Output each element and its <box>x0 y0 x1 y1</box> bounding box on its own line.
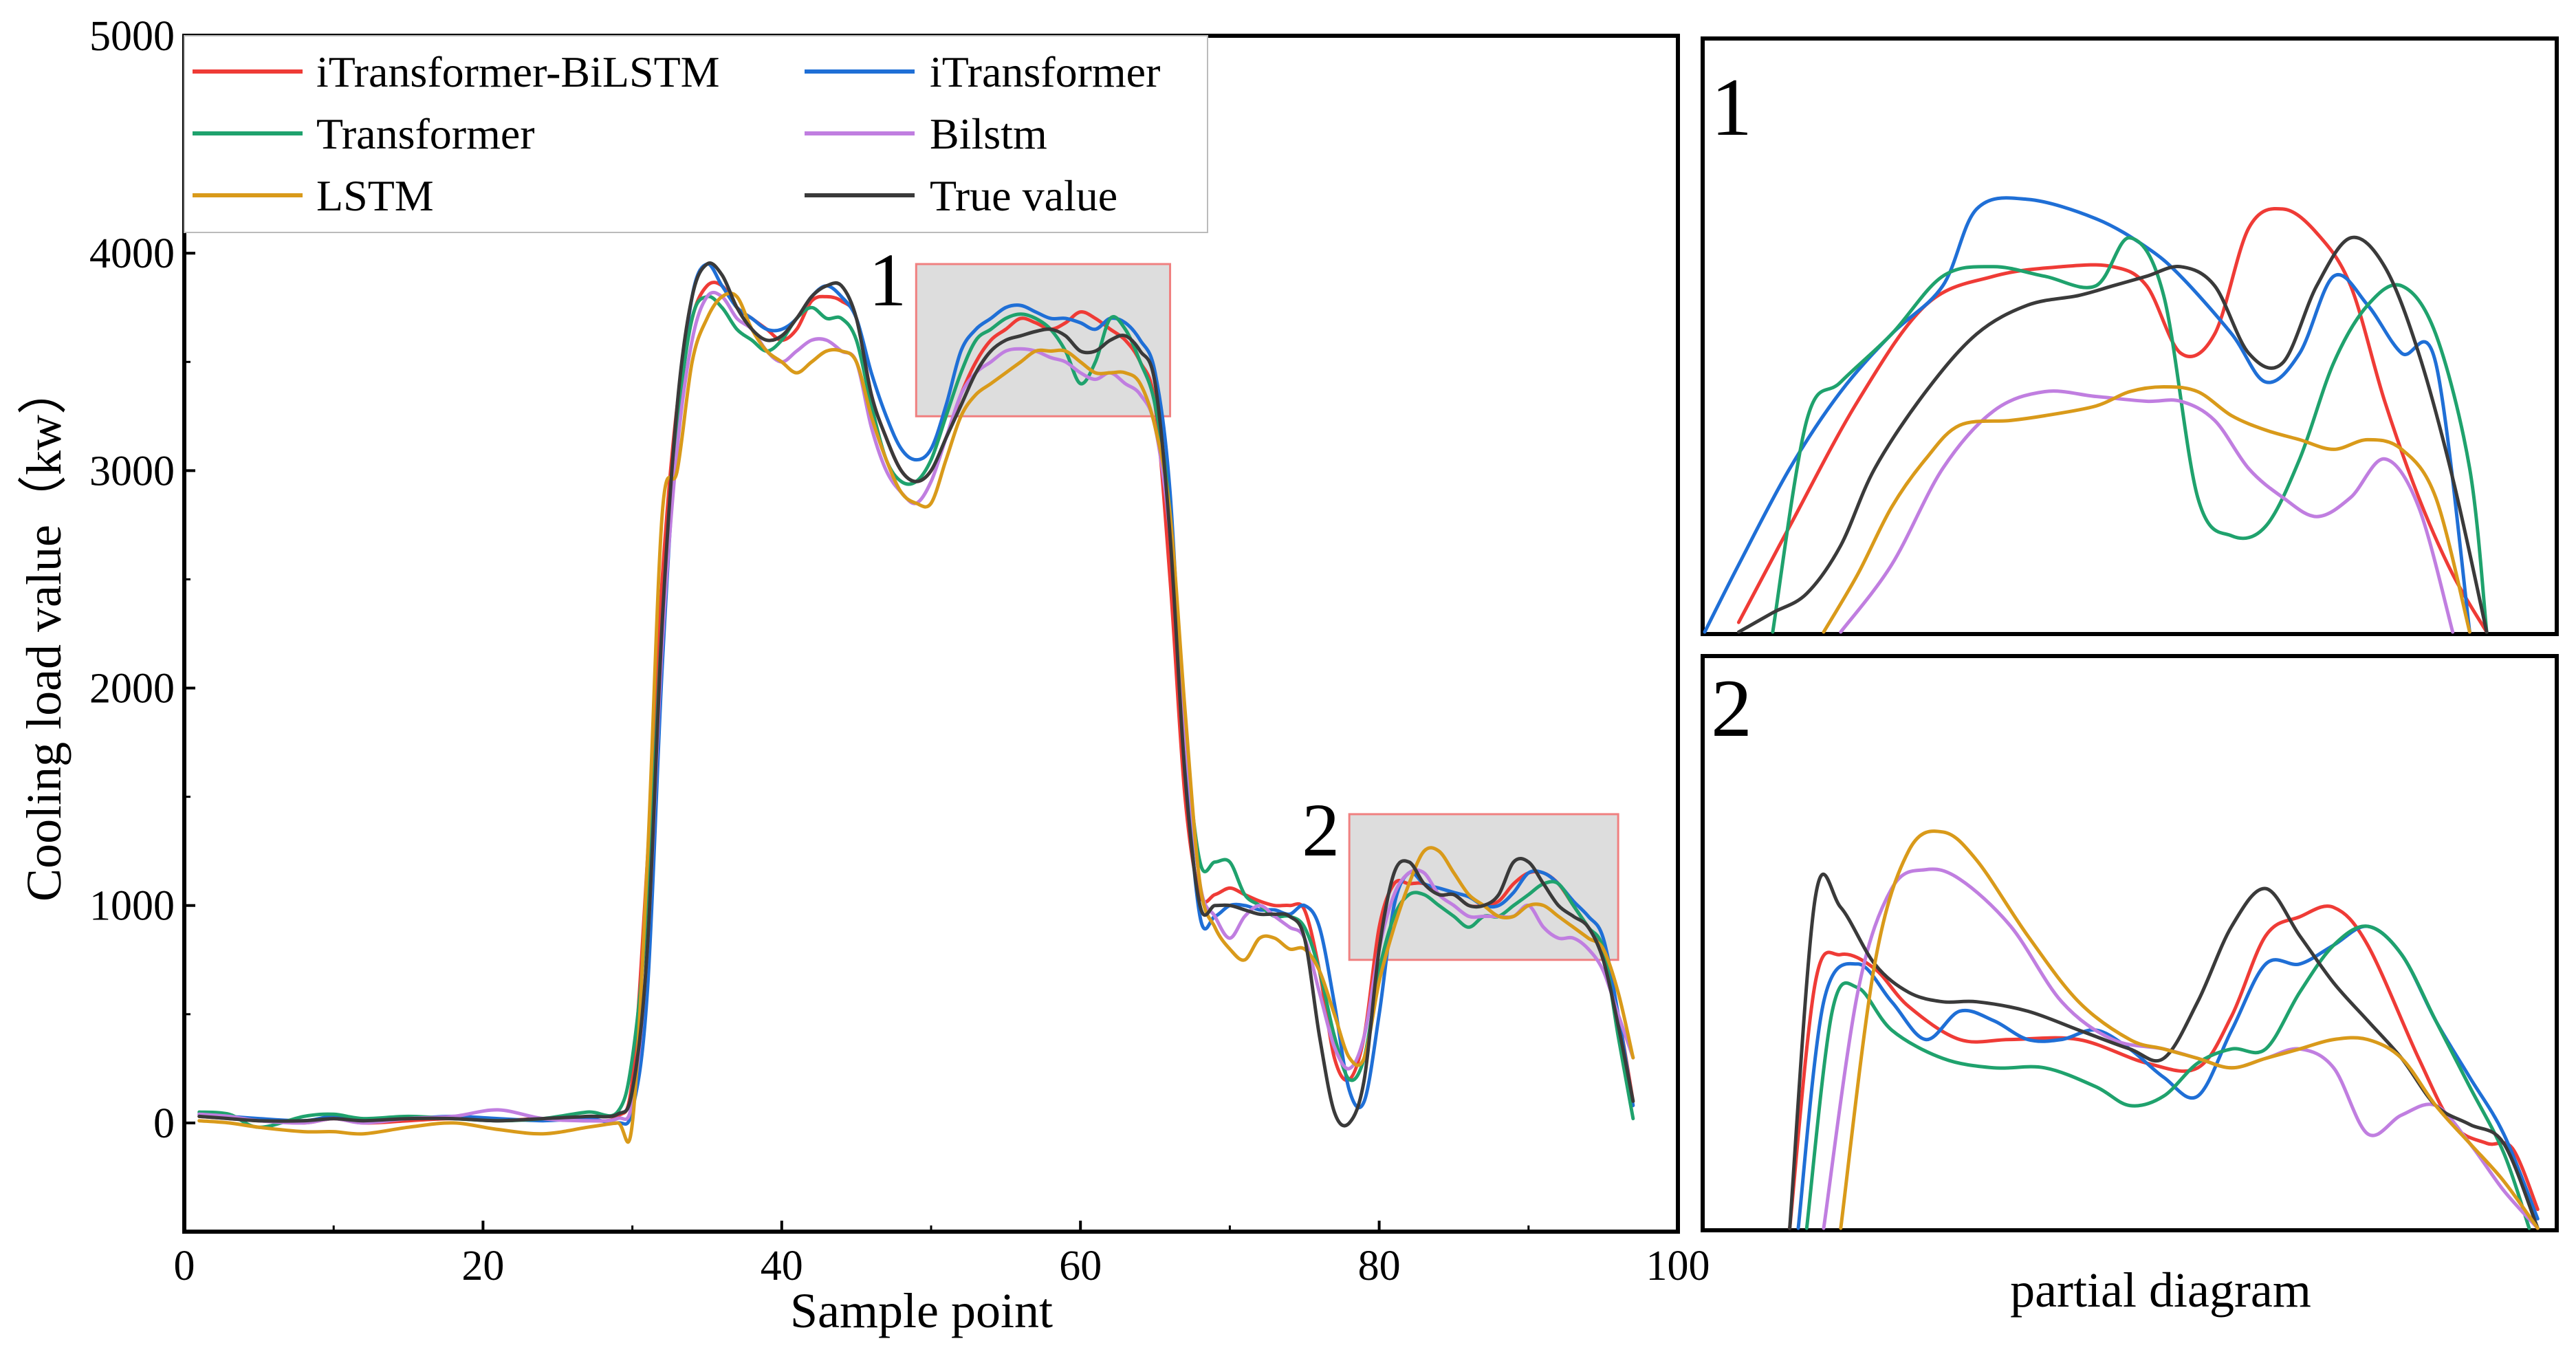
legend-box <box>184 35 1208 233</box>
inset-1-line-true-value <box>1736 235 2489 634</box>
zoom-box-2 <box>1348 813 1619 961</box>
x-tick-label: 80 <box>1358 1243 1401 1289</box>
zoom-box-2-label: 2 <box>1302 788 1340 872</box>
legend-label-itransformer: iTransformer <box>930 47 1160 96</box>
x-tick-label: 40 <box>761 1243 803 1289</box>
legend-label-transformer: Transformer <box>316 109 535 158</box>
series-line-true-value <box>197 261 1635 1128</box>
inset-1-line-transformer <box>1771 236 2489 634</box>
y-tick-label: 5000 <box>89 13 175 60</box>
y-tick-label: 2000 <box>89 666 175 712</box>
zoom-box-1-label: 1 <box>869 238 906 322</box>
y-tick-label: 1000 <box>89 883 175 930</box>
inset-1-line-itransformer-bilstm <box>1736 206 2489 634</box>
series-line-lstm <box>197 291 1635 1144</box>
legend-label-true-value: True value <box>930 171 1117 220</box>
inset-2-line-bilstm <box>1822 867 2540 1230</box>
inset-2-line-lstm <box>1839 829 2540 1230</box>
y-tick-label: 3000 <box>89 448 175 494</box>
y-axis-title: Cooling load value（kw） <box>17 365 72 902</box>
zoom-box-1 <box>915 263 1172 417</box>
inset-2-label: 2 <box>1711 662 1752 754</box>
legend-label-itransformer-bilstm: iTransformer-BiLSTM <box>316 47 720 96</box>
inset-1-line-bilstm <box>1839 389 2455 634</box>
y-tick-label: 4000 <box>89 230 175 277</box>
inset-2-line-true-value <box>1788 872 2540 1230</box>
x-tick-label: 100 <box>1646 1243 1710 1289</box>
series-line-transformer <box>197 294 1635 1129</box>
inset-2-line-transformer <box>1804 924 2531 1230</box>
x-axis-title: Sample point <box>790 1283 1053 1338</box>
x-tick-label: 60 <box>1059 1243 1102 1289</box>
inset-2-series-lines <box>1788 829 2540 1230</box>
x-tick-label: 20 <box>461 1243 504 1289</box>
inset-caption: partial diagram <box>2010 1263 2311 1318</box>
inset-2-frame <box>1701 654 2559 1232</box>
x-tick-label: 0 <box>174 1243 195 1289</box>
inset-1-frame <box>1701 36 2559 636</box>
y-tick-label: 0 <box>153 1100 175 1147</box>
inset-1-series-lines <box>1703 196 2489 634</box>
legend-label-bilstm: Bilstm <box>930 109 1047 158</box>
inset-1-line-lstm <box>1822 385 2471 634</box>
zoom-boxes: 12 <box>869 238 1619 961</box>
inset-2-line-itransformer-bilstm <box>1788 904 2540 1230</box>
inset-1-line-itransformer <box>1703 196 2471 634</box>
inset-1-label: 1 <box>1711 61 1752 153</box>
legend-label-lstm: LSTM <box>316 171 434 220</box>
legend: iTransformer-BiLSTM iTransformer Transform… <box>184 35 1208 233</box>
main-series-lines <box>197 261 1635 1144</box>
